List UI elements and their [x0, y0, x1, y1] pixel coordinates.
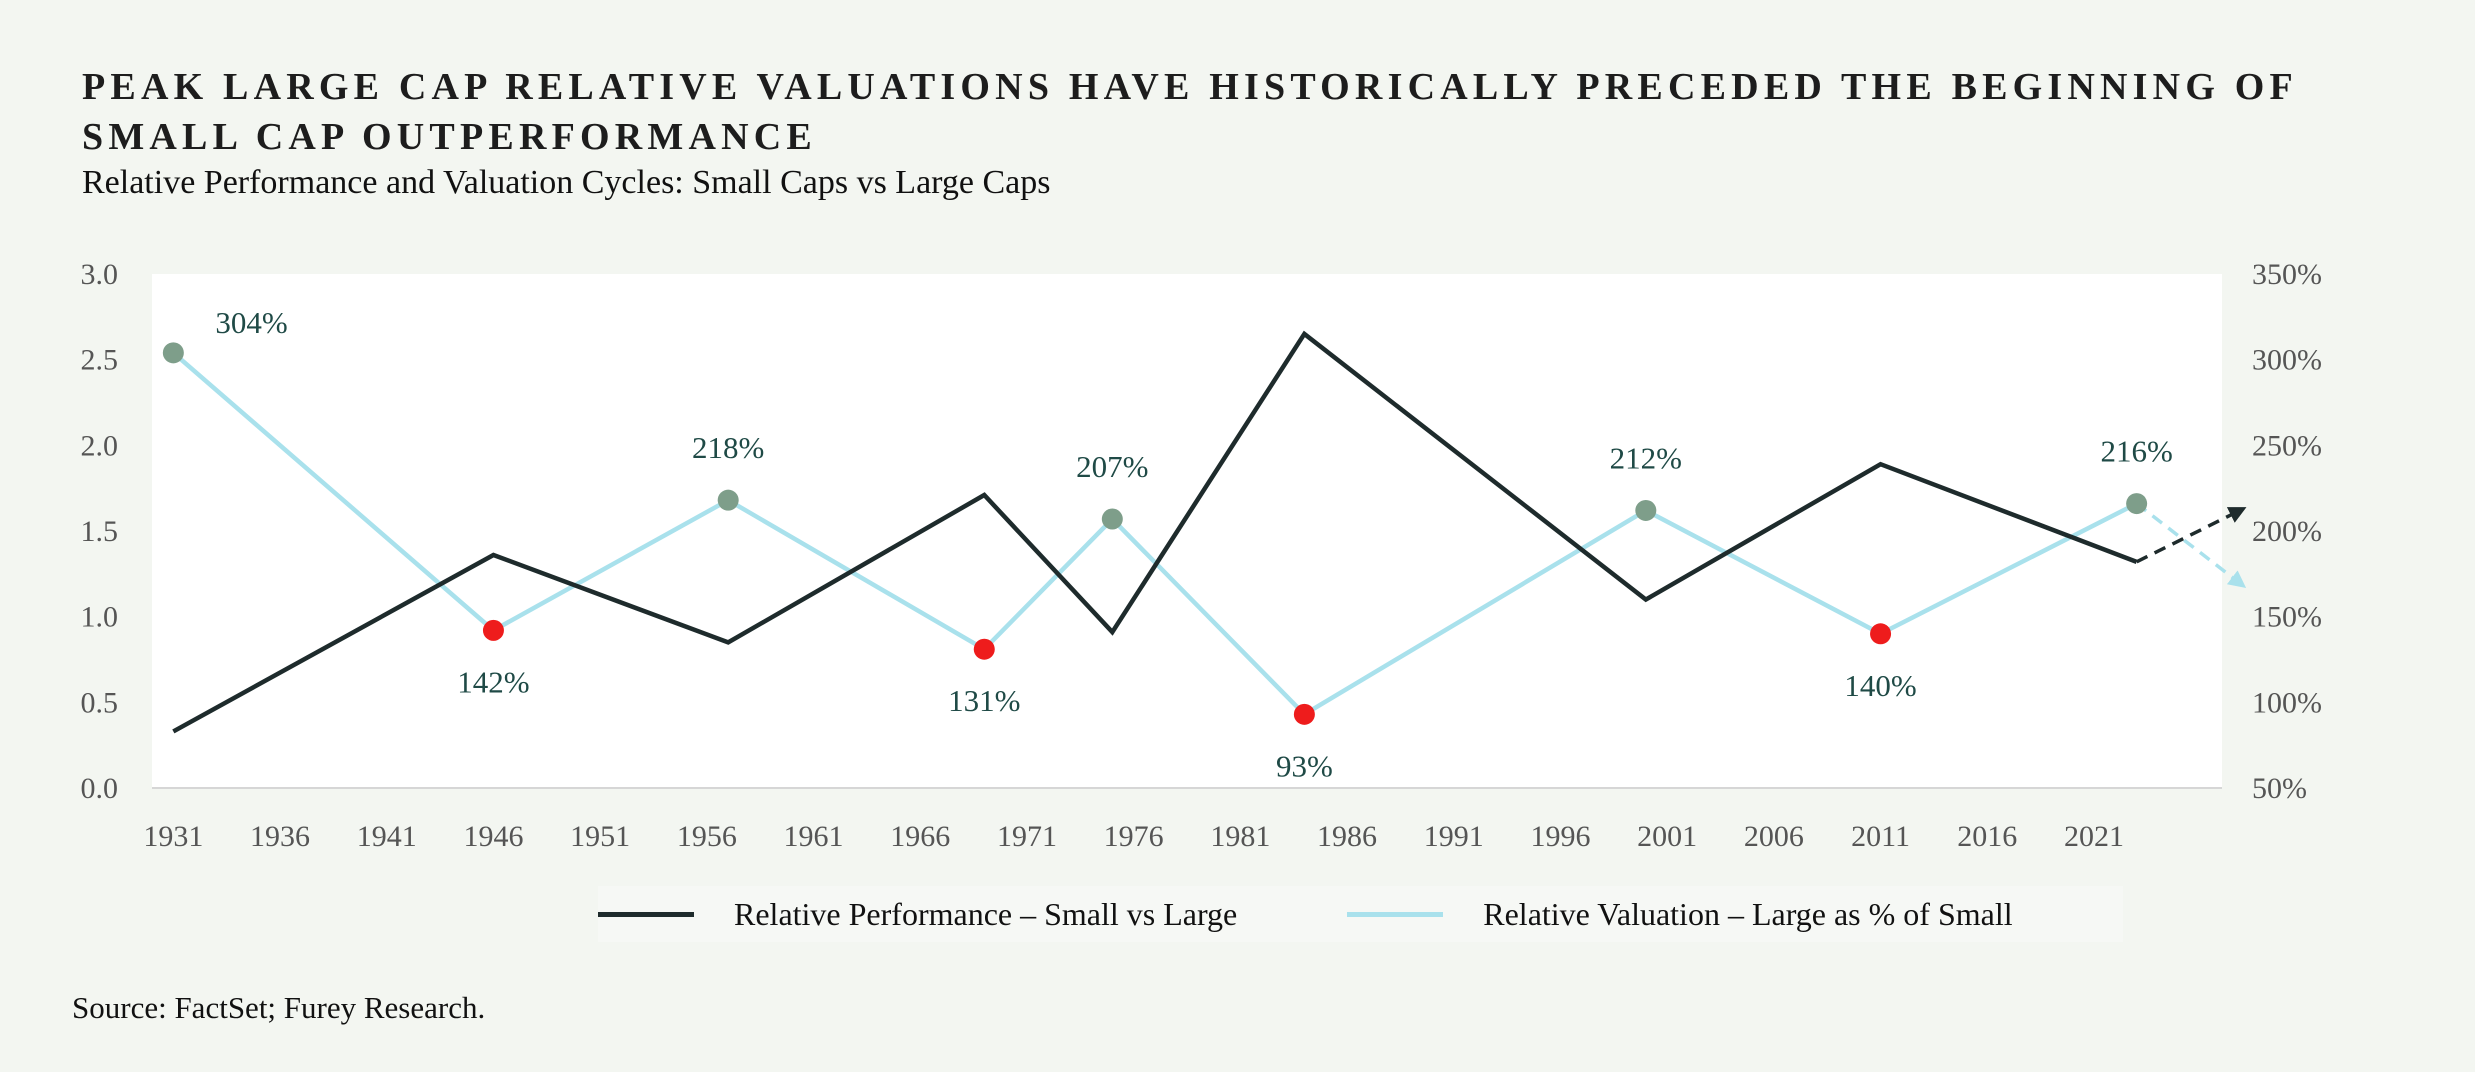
projection-arrow-valuation: [2135, 502, 2247, 588]
y-left-tick-label-0: 0.0: [81, 772, 119, 805]
x-tick-label-8: 1971: [997, 820, 1057, 853]
valuation-label-2000: 212%: [1610, 440, 1682, 475]
x-tick-label-2: 1941: [357, 820, 417, 853]
chart-legend: Relative Performance – Small vs Large Re…: [598, 886, 2123, 942]
source-note: Source: FactSet; Furey Research.: [72, 990, 486, 1025]
y-right-tick-label-1: 100%: [2252, 686, 2322, 719]
y-right-tick-label-3: 200%: [2252, 515, 2322, 548]
x-tick-label-12: 1991: [1424, 820, 1484, 853]
x-tick-label-10: 1981: [1210, 820, 1270, 853]
x-tick-label-4: 1951: [570, 820, 630, 853]
legend-swatch-valuation: [1347, 911, 1444, 917]
y-left-tick-label-5: 2.5: [81, 344, 119, 377]
valuation-point-1969: [973, 638, 995, 660]
valuation-label-2023: 216%: [2100, 434, 2172, 469]
x-tick-label-11: 1986: [1317, 820, 1377, 853]
y-right-tick-label-5: 300%: [2252, 344, 2322, 377]
x-tick-label-7: 1966: [890, 820, 950, 853]
y-left-tick-label-4: 2.0: [81, 429, 119, 462]
y-axis-right: 50% 100% 150% 200% 250% 300% 350%: [2252, 258, 2322, 805]
legend-label-performance: Relative Performance – Small vs Large: [734, 895, 1238, 932]
series-line-performance: [172, 330, 2138, 734]
valuation-point-2023: [2126, 493, 2148, 515]
valuation-point-1975: [1101, 508, 1123, 530]
x-tick-label-0: 1931: [143, 820, 203, 853]
chart-subtitle: Relative Performance and Valuation Cycle…: [82, 164, 1051, 201]
y-right-tick-label-2: 150%: [2252, 601, 2322, 634]
valuation-point-1957: [717, 489, 739, 511]
x-axis: 1931 1936 1941 1946 1951 1956 1961 1966 1971 1976…: [143, 820, 2124, 853]
x-tick-label-16: 2011: [1851, 820, 1910, 853]
y-left-tick-label-6: 3.0: [81, 258, 119, 291]
x-tick-label-3: 1946: [463, 820, 523, 853]
y-left-tick-label-3: 1.5: [81, 515, 119, 548]
marker-layer: [162, 342, 2148, 725]
legend-item-performance: Relative Performance – Small vs Large: [598, 896, 1237, 933]
valuation-label-1984: 93%: [1276, 748, 1333, 783]
x-tick-label-18: 2021: [2064, 820, 2124, 853]
y-left-tick-label-2: 1.0: [81, 601, 119, 634]
x-tick-label-5: 1956: [677, 820, 737, 853]
x-tick-label-13: 1996: [1530, 820, 1590, 853]
x-tick-label-1: 1936: [250, 820, 310, 853]
valuation-label-2011: 140%: [1844, 668, 1916, 703]
x-tick-label-15: 2006: [1744, 820, 1804, 853]
x-tick-label-14: 2001: [1637, 820, 1697, 853]
plot-area: [152, 274, 2222, 788]
valuation-label-1957: 218%: [692, 430, 764, 465]
valuation-point-1946: [482, 619, 504, 641]
legend-swatch-performance: [598, 911, 694, 917]
valuation-point-2000: [1635, 499, 1657, 521]
valuation-point-2011: [1870, 623, 1892, 645]
valuation-point-1931: [162, 342, 184, 364]
y-axis-left: 0.0 0.5 1.0 1.5 2.0 2.5 3.0: [81, 258, 119, 805]
x-tick-label-17: 2016: [1957, 820, 2017, 853]
valuation-label-1969: 131%: [948, 683, 1020, 718]
x-tick-label-9: 1976: [1104, 820, 1164, 853]
chart-title: Peak Large Cap Relative Valuations Have …: [82, 66, 2297, 158]
x-tick-label-6: 1961: [784, 820, 844, 853]
valuation-label-1975: 207%: [1076, 449, 1148, 484]
valuation-label-1931: 304%: [215, 305, 287, 340]
y-right-tick-label-4: 250%: [2252, 429, 2322, 462]
legend-label-valuation: Relative Valuation – Large as % of Small: [1483, 895, 2013, 932]
y-right-tick-label-0: 50%: [2252, 772, 2307, 805]
valuation-point-1984: [1293, 703, 1315, 725]
y-left-tick-label-1: 0.5: [81, 686, 119, 719]
label-layer: 304% 142% 218% 131% 207% 93% 212% 140% 216%: [215, 305, 2172, 784]
valuation-label-1946: 142%: [457, 664, 529, 699]
y-right-tick-label-6: 350%: [2252, 258, 2322, 291]
legend-item-valuation: Relative Valuation – Large as % of Small: [1347, 895, 2013, 933]
